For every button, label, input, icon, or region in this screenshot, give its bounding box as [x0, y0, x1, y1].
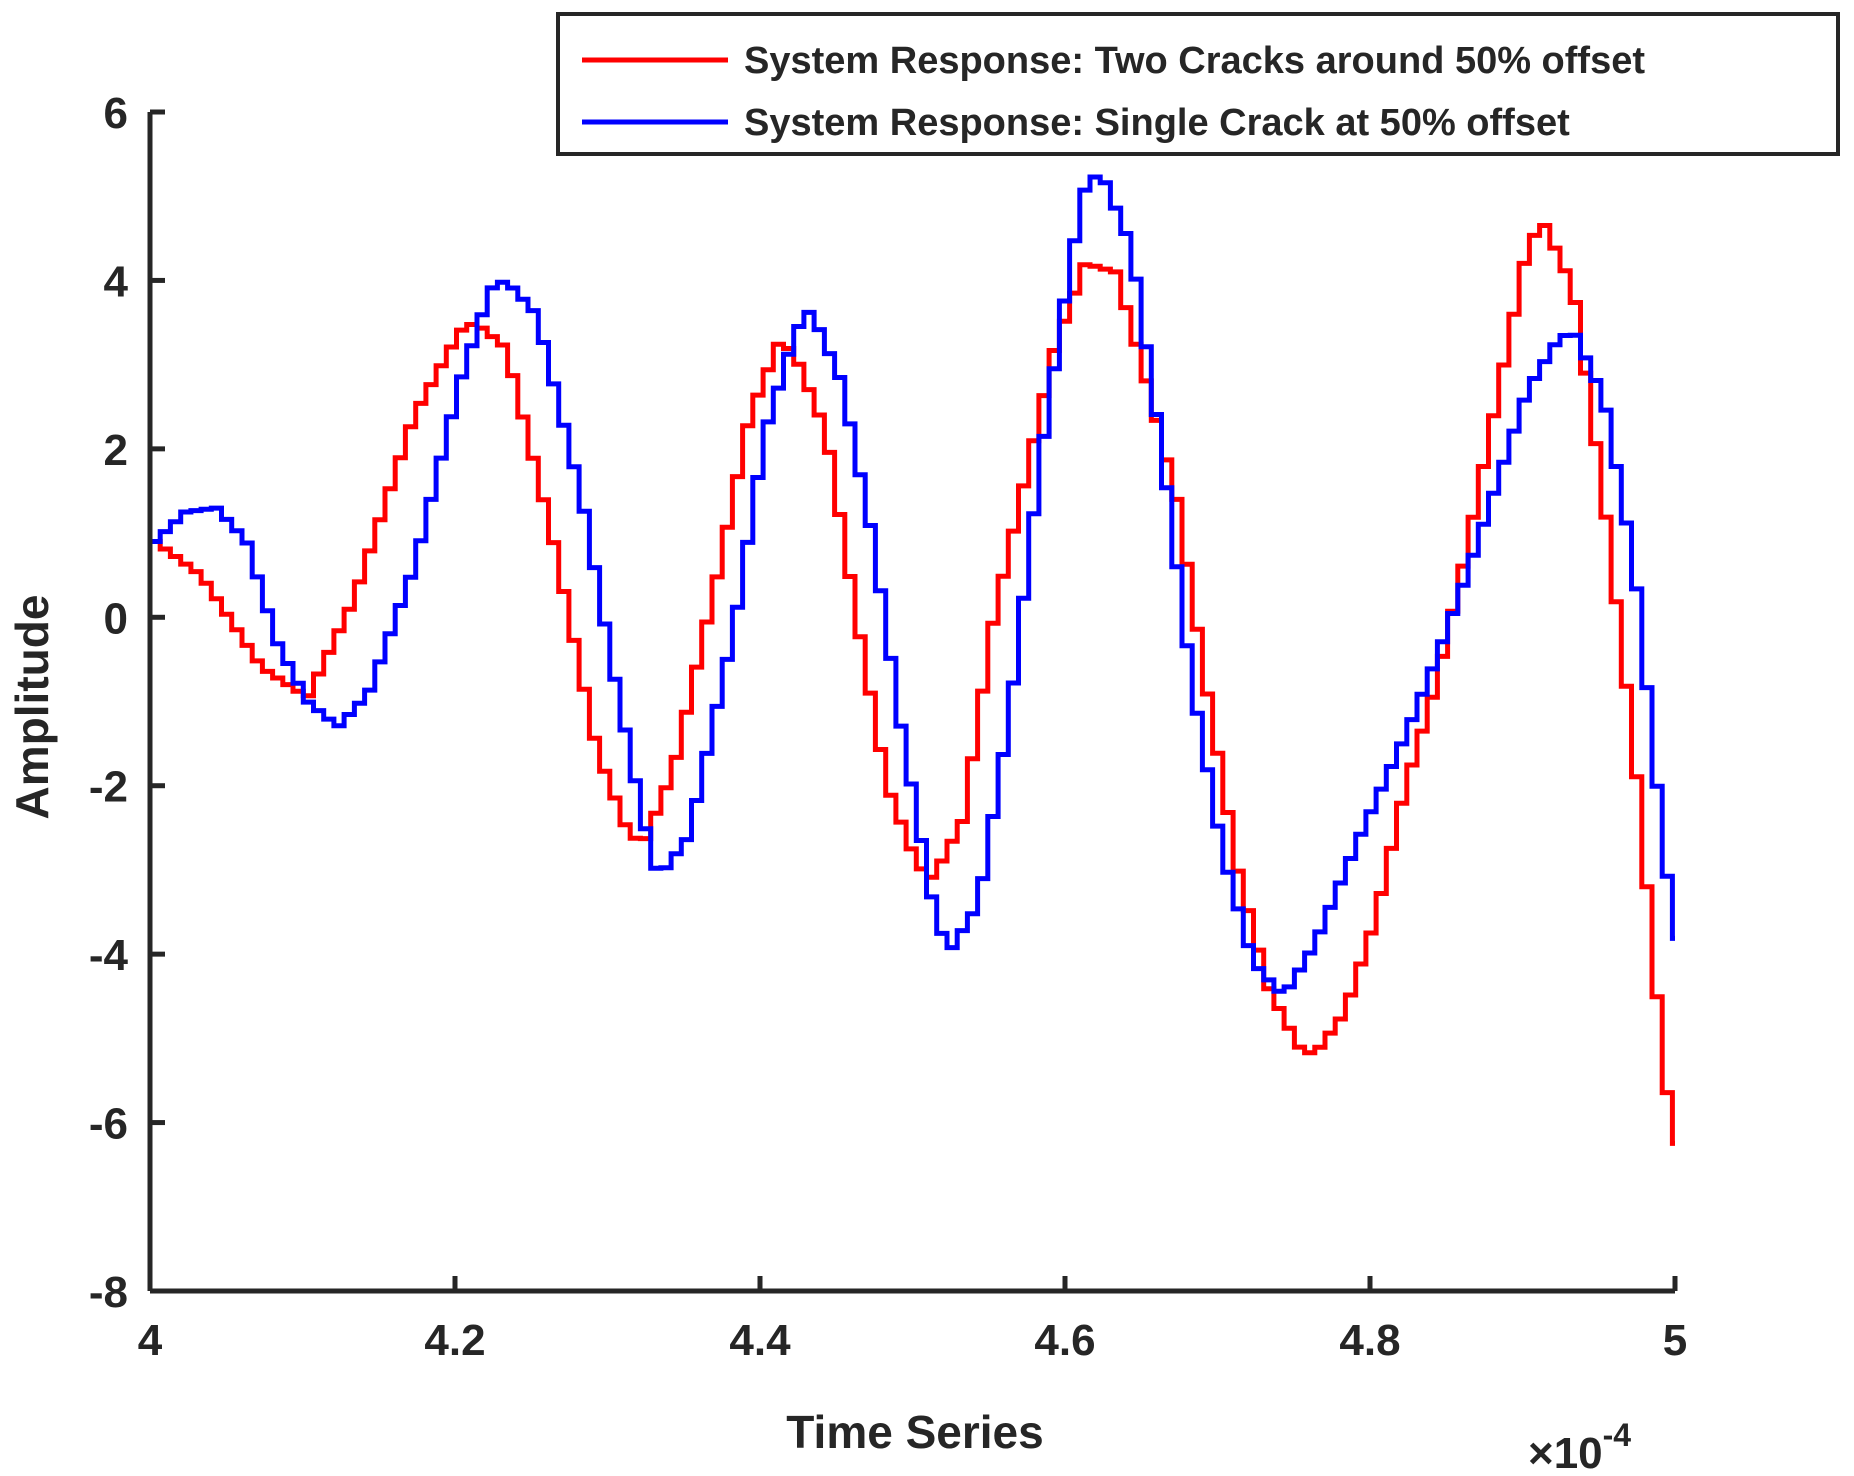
- plot-lines: [150, 174, 1675, 1146]
- y-tick-label: -6: [89, 1100, 128, 1149]
- y-tick-label: 4: [104, 257, 129, 306]
- legend-box: [556, 12, 1840, 156]
- x-tick-label: 4: [138, 1316, 163, 1365]
- x-axis-label: Time Series: [786, 1406, 1043, 1458]
- x-tick-label: 4.8: [1339, 1316, 1400, 1365]
- y-tick-label: -4: [89, 931, 129, 980]
- x-axis-exponent-power: -4: [1603, 1417, 1632, 1453]
- y-tick-label: 6: [104, 89, 128, 138]
- legend-entry-label: System Response: Two Cracks around 50% o…: [744, 40, 1645, 82]
- x-tick-label: 4.6: [1034, 1316, 1095, 1365]
- x-tick-label: 5: [1663, 1316, 1687, 1365]
- y-tick-label: 0: [104, 594, 128, 643]
- y-tick-label: -8: [89, 1268, 128, 1317]
- axes: 4 4.2 4.4 4.6 4.8 5 -8 -6 -4 -2 0 2 4 6: [89, 89, 1687, 1365]
- series-line-1: [150, 223, 1675, 1146]
- legend: System Response: Two Cracks around 50% o…: [556, 12, 1840, 156]
- x-axis-exponent-base: ×10: [1528, 1429, 1603, 1476]
- x-axis-exponent: ×10-4: [1528, 1417, 1631, 1476]
- y-tick-label: -2: [89, 763, 128, 812]
- y-tick-label: 2: [104, 426, 128, 475]
- x-tick-label: 4.4: [729, 1316, 791, 1365]
- x-tick-label: 4.2: [424, 1316, 485, 1365]
- series-line-2: [150, 174, 1675, 994]
- y-axis-label: Amplitude: [6, 595, 58, 820]
- legend-entry-label: System Response: Single Crack at 50% off…: [744, 102, 1570, 144]
